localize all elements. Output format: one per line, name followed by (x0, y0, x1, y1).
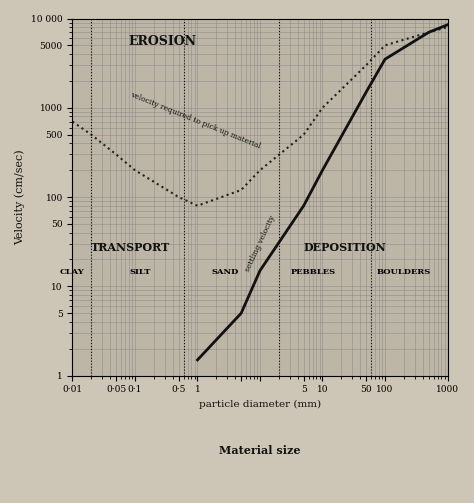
Text: SILT: SILT (129, 269, 151, 277)
Y-axis label: Velocity (cm/sec): Velocity (cm/sec) (15, 149, 26, 245)
Text: TRANSPORT: TRANSPORT (91, 242, 171, 253)
Text: settling velocity: settling velocity (244, 214, 277, 273)
Text: velocity required to pick up material: velocity required to pick up material (129, 91, 262, 150)
Text: EROSION: EROSION (129, 35, 197, 48)
Text: DEPOSITION: DEPOSITION (304, 242, 386, 253)
Text: SAND: SAND (212, 269, 239, 277)
X-axis label: particle diameter (mm): particle diameter (mm) (199, 400, 321, 409)
Text: Material size: Material size (219, 445, 301, 456)
Text: CLAY: CLAY (60, 269, 85, 277)
Text: PEBBLES: PEBBLES (290, 269, 336, 277)
Text: BOULDERS: BOULDERS (377, 269, 431, 277)
